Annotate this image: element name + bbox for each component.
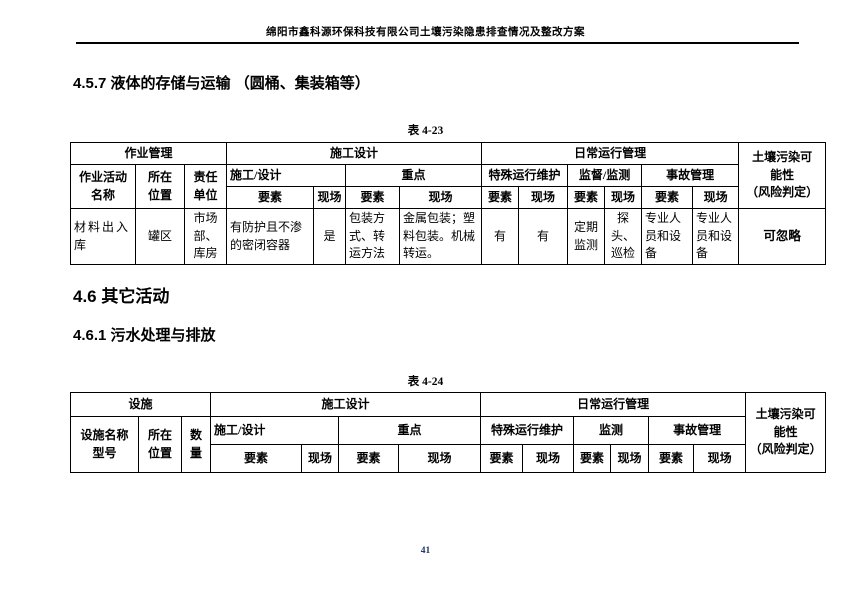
t23-group-daily: 日常运行管理 [481, 142, 740, 165]
factor-header-cell: 要素 [481, 186, 520, 209]
site-header-cell: 现场 [604, 186, 643, 209]
t23-cell-special-site: 有 [518, 208, 569, 265]
site-header-cell: 现场 [610, 444, 650, 473]
factor-header-cell: 要素 [226, 186, 315, 209]
section-heading-4-6-1: 4.6.1 污水处理与排放 [73, 327, 216, 344]
t24-col-quantity: 数 量 [180, 416, 212, 473]
page-number: 41 [420, 546, 431, 556]
t24-group-facility: 设施 [69, 392, 212, 417]
t23-cell-monitor-site: 探头、巡检 [604, 208, 643, 265]
factor-header-cell: 要素 [338, 444, 400, 473]
t23-risk-header: 土壤污染可 能性 （风险判定） [738, 142, 827, 209]
t23-group-construction: 施工设计 [226, 142, 483, 165]
site-header-cell: 现场 [692, 186, 740, 209]
t23-cell-monitor-factor: 定期监测 [567, 208, 606, 265]
site-header-cell: 现场 [518, 186, 569, 209]
t24-col-location: 所在 位置 [138, 416, 182, 473]
section-heading-4-5-7: 4.5.7 液体的存储与运输 （圆桶、集装箱等） [73, 75, 370, 92]
t23-cell-design-site: 是 [313, 208, 347, 265]
t24-group-special: 特殊运行维护 [480, 416, 575, 445]
site-header-cell: 现场 [693, 444, 747, 473]
factor-header-cell: 要素 [573, 444, 612, 473]
factor-header-cell: 要素 [480, 444, 524, 473]
t23-cell-accident-site: 专业人员和设备 [692, 208, 740, 265]
t23-cell-key-factor: 包装方式、转运方法 [345, 208, 401, 265]
t24-group-monitor: 监测 [573, 416, 650, 445]
t23-cell-key-site: 金属包装；塑料包装。机械转运。 [399, 208, 483, 265]
site-header-cell: 现场 [399, 186, 483, 209]
header-rule [76, 42, 799, 44]
t23-group-work: 作业管理 [69, 142, 228, 165]
t24-group-daily: 日常运行管理 [480, 392, 747, 417]
site-header-cell: 现场 [522, 444, 575, 473]
t24-risk-header: 土壤污染可 能性 （风险判定） [745, 392, 827, 473]
table-4-23: 作业管理 施工设计 日常运行管理 土壤污染可 能性 （风险判定） 作业活动 名称… [69, 142, 827, 265]
t24-group-key: 重点 [338, 416, 482, 445]
t24-group-accident: 事故管理 [648, 416, 747, 445]
t24-group-design: 施工/设计 [210, 416, 340, 445]
section-heading-4-6: 4.6 其它活动 [73, 287, 170, 306]
t24-group-construction: 施工设计 [210, 392, 482, 417]
t23-group-accident: 事故管理 [641, 164, 740, 187]
site-header-cell: 现场 [313, 186, 347, 209]
t23-group-monitor: 监督/监测 [567, 164, 643, 187]
t23-group-design: 施工/设计 [226, 164, 347, 187]
page-header-title: 绵阳市鑫科源环保科技有限公司土壤污染隐患排查情况及整改方案 [266, 26, 585, 38]
factor-header-cell: 要素 [210, 444, 303, 473]
t23-cell-unit: 市场部、库房 [183, 208, 228, 265]
t24-col-name: 设施名称 型号 [70, 416, 139, 473]
t23-cell-accident-factor: 专业人员和设备 [641, 208, 694, 265]
table-4-24-caption: 表 4-24 [407, 376, 444, 388]
t23-cell-risk-judgement: 可忽略 [738, 208, 827, 265]
t23-cell-location: 罐区 [135, 208, 185, 265]
factor-header-cell: 要素 [345, 186, 401, 209]
t23-cell-special-factor: 有 [481, 208, 520, 265]
factor-header-cell: 要素 [567, 186, 606, 209]
factor-header-cell: 要素 [648, 444, 695, 473]
t23-col-location: 所在 位置 [135, 164, 185, 209]
t23-group-key: 重点 [345, 164, 483, 187]
table-4-23-caption: 表 4-23 [407, 125, 444, 137]
factor-header-cell: 要素 [641, 186, 694, 209]
site-header-cell: 现场 [301, 444, 340, 473]
t23-group-special: 特殊运行维护 [481, 164, 569, 187]
table-4-24: 设施 施工设计 日常运行管理 土壤污染可 能性 （风险判定） 设施名称 型号 所… [69, 392, 827, 473]
t23-col-unit: 责任 单位 [183, 164, 228, 209]
t23-cell-design-factor: 有防护且不渗的密闭容器 [226, 208, 315, 265]
t23-col-activity: 作业活动 名称 [70, 164, 136, 209]
t23-cell-activity: 材料出入库 [70, 208, 136, 265]
site-header-cell: 现场 [398, 444, 482, 473]
